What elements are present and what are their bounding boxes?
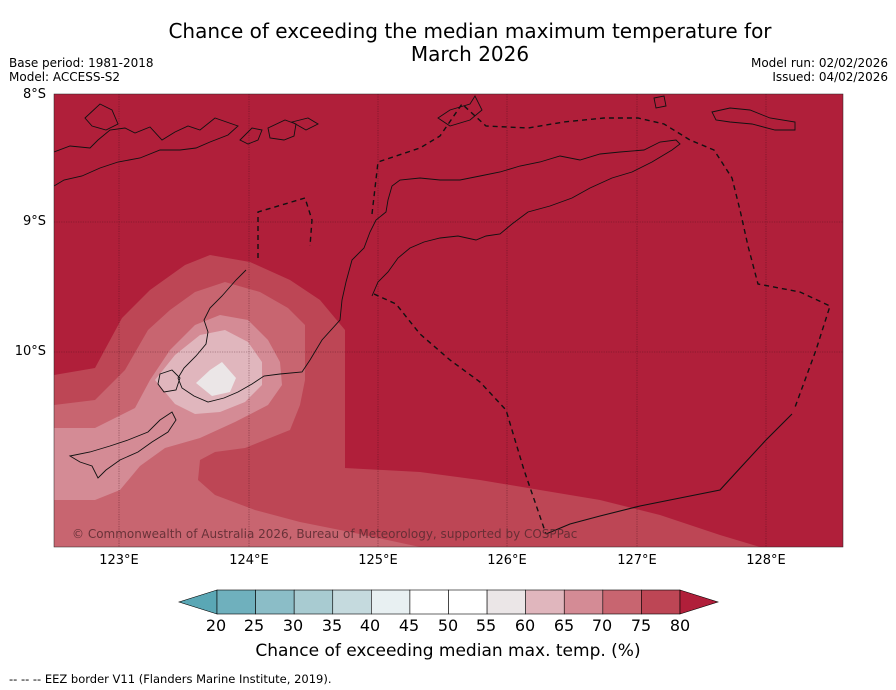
colorbar-segment: [332, 589, 372, 615]
colorbar-segment: [563, 589, 604, 615]
small-island-5: [653, 95, 667, 109]
metadata-right: Model run: 02/02/2026 Issued: 04/02/2026: [751, 56, 888, 84]
map-frame: [53, 93, 844, 548]
colorbar-tick: 45: [398, 616, 420, 635]
colorbar-segment: [216, 589, 256, 615]
colorbar-segment: [448, 589, 488, 615]
colorbar-tick: 35: [321, 616, 343, 635]
small-island-3: [267, 119, 297, 141]
colorbar-segment: [486, 589, 526, 615]
title-line-2: March 2026: [410, 42, 530, 66]
timor-south-coast: [177, 269, 343, 403]
timor-sea-border: [545, 413, 793, 535]
colorbar-tick: 70: [591, 616, 613, 635]
lon-label-125e: 125°E: [358, 553, 398, 568]
lat-label-10s: 10°S: [14, 344, 46, 359]
gridlines: [54, 94, 843, 547]
lon-label-124e: 124°E: [229, 553, 269, 568]
map-title: Chance of exceeding the median maximum t…: [0, 20, 896, 66]
small-island-4: [290, 117, 319, 131]
model-run: Model run: 02/02/2026: [750, 56, 888, 70]
eez-border-note: -- -- -- EEZ border V11 (Flanders Marine…: [9, 672, 332, 686]
title-line-1: Chance of exceeding the median maximum t…: [168, 19, 772, 43]
colorbar: [178, 589, 719, 615]
rote-sawu-islands: [157, 369, 181, 393]
small-island-1: [84, 103, 119, 131]
map-area: [54, 94, 843, 547]
colorbar-label: Chance of exceeding median max. temp. (%…: [255, 641, 641, 661]
lat-label-8s: 8°S: [22, 87, 46, 102]
flores-island-coast: [54, 117, 239, 187]
colorbar-tick: 25: [243, 616, 265, 635]
small-island-2: [239, 127, 263, 145]
lon-label-123e: 123°E: [99, 553, 139, 568]
issued-date: Issued: 04/02/2026: [772, 70, 888, 84]
colorbar-tick: 60: [514, 616, 536, 635]
colorbar-extend-high: [679, 589, 719, 615]
colorbar-segment: [602, 589, 642, 615]
colorbar-segment: [409, 589, 449, 615]
colorbar-extend-low: [178, 589, 218, 615]
colorbar-tick: 65: [553, 616, 575, 635]
metadata-left: Base period: 1981-2018 Model: ACCESS-S2: [9, 56, 154, 84]
colorbar-tick: 40: [359, 616, 381, 635]
colorbar-tick: 55: [475, 616, 497, 635]
colorbar-tick: 50: [437, 616, 459, 635]
colorbar-segment: [293, 589, 334, 615]
lon-label-128e: 128°E: [746, 553, 786, 568]
colorbar-tick: 30: [282, 616, 304, 635]
coastlines: [54, 95, 796, 479]
base-period: Base period: 1981-2018: [9, 56, 154, 70]
copyright-notice: © Commonwealth of Australia 2026, Bureau…: [72, 527, 578, 541]
alor-islands: [437, 95, 483, 127]
wetar-island: [711, 107, 796, 131]
colorbar-tick: 80: [669, 616, 691, 635]
sumba-area-coast: [68, 411, 177, 479]
colorbar-segment: [525, 589, 565, 615]
model-name: Model: ACCESS-S2: [9, 70, 121, 84]
colorbar-tick: 20: [205, 616, 227, 635]
lon-label-127e: 127°E: [617, 553, 657, 568]
timor-north-coast: [341, 139, 681, 301]
eez-border: [257, 102, 831, 535]
colorbar-tick: 75: [630, 616, 652, 635]
colorbar-segment: [371, 589, 411, 615]
colorbar-segment: [641, 589, 681, 615]
lon-label-126e: 126°E: [487, 553, 527, 568]
colorbar-segment: [255, 589, 295, 615]
contour-55: [196, 362, 236, 396]
lat-label-9s: 9°S: [22, 214, 46, 229]
